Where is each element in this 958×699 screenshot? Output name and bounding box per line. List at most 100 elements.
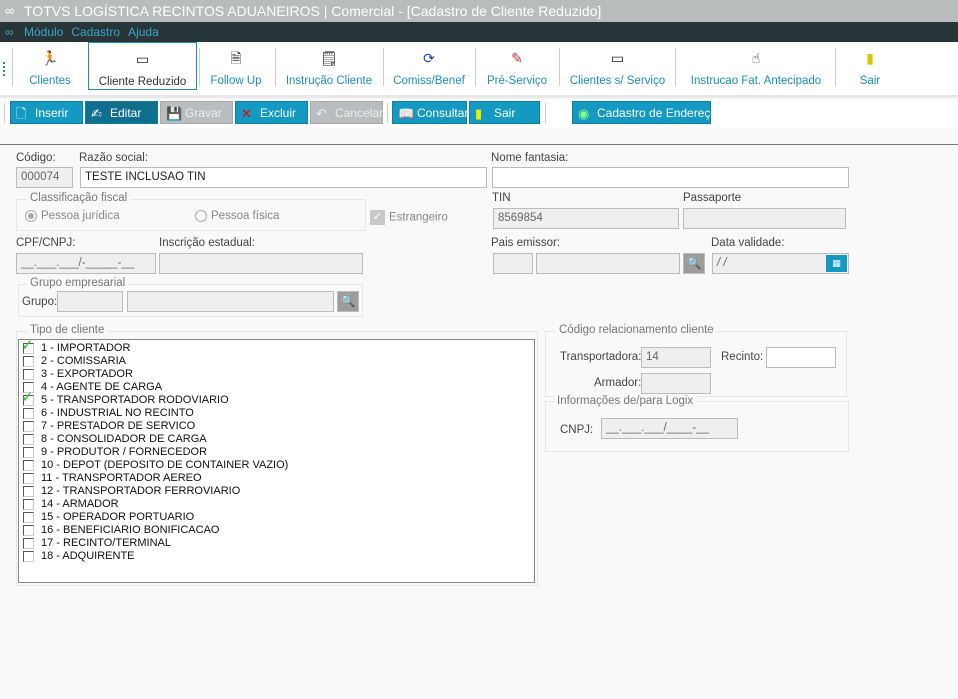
tipo-cliente-label: 11 - TRANSPORTADOR AEREO [41,472,202,484]
grupo-nome-field[interactable] [127,291,334,312]
data-validade-field[interactable]: / / [712,253,849,274]
tipo-cliente-item[interactable]: 11 - TRANSPORTADOR AEREO [19,472,534,485]
excluir-button[interactable]: ✕ Excluir [235,101,308,124]
tipo-cliente-group [16,331,538,586]
toolbar-clientes-sem-servico[interactable]: ▭ Clientes s/ Serviço [560,42,675,98]
tin-field[interactable]: 8569854 [493,208,679,229]
tipo-cliente-item[interactable]: 18 - ADQUIRENTE [19,550,534,563]
checkbox-checked[interactable] [23,395,34,406]
toolbar-clientes[interactable]: 🏃 Clientes [14,42,86,98]
tipo-cliente-label: 8 - CONSOLIDADOR DE CARGA [41,433,207,445]
checkbox[interactable] [23,369,34,380]
tipo-cliente-item[interactable]: 14 - ARMADOR [19,498,534,511]
pais-emissor-label: Pais emissor: [491,237,561,249]
tipo-cliente-item[interactable]: 17 - RECINTO/TERMINAL [19,537,534,550]
inscricao-estadual-label: Inscrição estadual: [159,237,255,249]
menu-cadastro[interactable]: Cadastro [71,25,121,39]
sair-button[interactable]: ▮ Sair [469,101,540,124]
gravar-button[interactable]: 💾 Gravar [160,101,233,124]
pais-nome-field[interactable] [536,253,680,274]
tipo-cliente-label: 16 - BENEFICIARIO BONIFICACAO [41,524,220,536]
checkbox[interactable] [23,434,34,445]
checkbox[interactable] [23,538,34,549]
tipo-cliente-item[interactable]: 16 - BENEFICIARIO BONIFICACAO [19,524,534,537]
divider [0,144,958,145]
tipo-cliente-item[interactable]: 3 - EXPORTADOR [19,368,534,381]
tipo-cliente-item[interactable]: 6 - INDUSTRIAL NO RECINTO [19,407,534,420]
nome-fantasia-label: Nome fantasia: [491,152,569,164]
tipo-cliente-item[interactable]: ✓ 1 - IMPORTADOR [19,338,534,355]
nome-fantasia-field[interactable] [492,167,849,188]
checkbox[interactable] [23,447,34,458]
checkbox[interactable] [23,512,34,523]
inserir-button[interactable]: 🗋 Inserir [10,101,83,124]
menu-modulo[interactable]: Módulo [24,25,64,39]
hand-pointer-icon: ☝ [751,50,761,66]
grupo-search-icon[interactable]: 🔍 [337,291,359,312]
tipo-cliente-item[interactable]: 7 - PRESTADOR DE SERVICO [19,420,534,433]
razao-social-field[interactable]: TESTE INCLUSAO TIN [80,167,487,188]
toolbar-pre-servico[interactable]: ✎ Pré-Serviço [476,42,558,98]
inscricao-estadual-field[interactable] [159,253,363,274]
checkbox[interactable] [23,421,34,432]
grupo-empresarial-group [18,284,363,317]
recinto-field[interactable] [766,347,836,368]
menu-ajuda[interactable]: Ajuda [128,25,159,39]
transportadora-label: Transportadora: [560,351,642,363]
cpf-cnpj-field[interactable]: __.___.___/-_____-__ [16,253,156,274]
delete-x-icon: ✕ [241,106,252,121]
grupo-empresarial-legend: Grupo empresarial [27,277,129,289]
pessoa-fisica-radio[interactable]: Pessoa física [195,210,279,222]
logix-legend: Informações de/para Logix [554,395,697,407]
editar-button[interactable]: ✍ Editar [85,101,158,124]
consultar-button[interactable]: 📖 Consultar [392,101,468,124]
tipo-cliente-item[interactable]: 9 - PRODUTOR / FORNECEDOR [19,446,534,459]
logix-cnpj-field[interactable]: __.___.___/____-__ [601,418,738,439]
checkbox[interactable] [23,525,34,536]
checkbox[interactable] [23,473,34,484]
green-check-icon: ✓ [21,389,34,406]
toolbar-sair[interactable]: ▮ Sair [840,42,900,98]
cadastro-endereco-button[interactable]: ◉ Cadastro de Endereço [572,101,717,124]
grupo-label: Grupo: [22,296,58,308]
tipo-cliente-item[interactable]: 8 - CONSOLIDADOR DE CARGA [19,433,534,446]
checkbox-checked[interactable] [23,343,34,354]
passaporte-field[interactable] [683,208,846,229]
door-exit-icon: ▮ [866,50,874,66]
checkbox[interactable] [23,499,34,510]
checkbox[interactable] [23,356,34,367]
tipo-cliente-item[interactable]: 4 - AGENTE DE CARGA [19,381,534,394]
pais-codigo-field[interactable] [493,253,533,274]
pessoa-juridica-radio[interactable]: Pessoa jurídica [25,210,120,222]
estrangeiro-checkbox[interactable]: ✓ Estrangeiro [370,210,448,225]
checkbox[interactable] [23,551,34,562]
calendar-icon[interactable]: ▦ [826,255,847,272]
pais-search-icon[interactable]: 🔍 [683,253,705,274]
tipo-cliente-label: 7 - PRESTADOR DE SERVICO [41,420,196,432]
toolbar-cliente-reduzido[interactable]: ▭ Cliente Reduzido [88,42,197,90]
tipo-cliente-item[interactable]: 15 - OPERADOR PORTUARIO [19,511,534,524]
tipo-cliente-item[interactable]: 2 - COMISSARIA [19,355,534,368]
recinto-label: Recinto: [721,351,764,363]
transportadora-field[interactable]: 14 [641,347,711,368]
codigo-field[interactable]: 000074 [16,167,73,188]
grupo-codigo-field[interactable] [57,291,123,312]
toolbar-comiss-benef[interactable]: ⟳ Comiss/Benef [384,42,474,98]
checkbox[interactable] [23,382,34,393]
totvs-logo-icon: ∞ [5,25,14,39]
checkbox[interactable] [23,486,34,497]
toolbar-instrucao-fat-antecipado[interactable]: ☝ Instrucao Fat. Antecipado [677,42,835,98]
cancelar-button[interactable]: ↶ Cancelar [310,101,383,124]
checkbox[interactable] [23,408,34,419]
tipo-cliente-label: 1 - IMPORTADOR [41,342,131,354]
checkbox[interactable] [23,460,34,471]
tipo-cliente-item[interactable]: 10 - DEPOT (DEPOSITO DE CONTAINER VAZIO) [19,459,534,472]
tipo-cliente-legend: Tipo de cliente [27,324,108,336]
title-bar: ∞ TOTVS LOGÍSTICA RECINTOS ADUANEIROS | C… [0,0,958,22]
tipo-cliente-item[interactable]: 12 - TRANSPORTADOR FERROVIARIO [19,485,534,498]
armador-field[interactable] [641,373,711,394]
toolbar-instrucao-cliente[interactable]: 🗒 Instrução Cliente [277,42,381,98]
toolbar-grip[interactable] [3,62,5,76]
tipo-cliente-item[interactable]: ✓ 5 - TRANSPORTADOR RODOVIARIO [19,389,534,407]
toolbar-follow-up[interactable]: 🗎 Follow Up [200,42,272,98]
